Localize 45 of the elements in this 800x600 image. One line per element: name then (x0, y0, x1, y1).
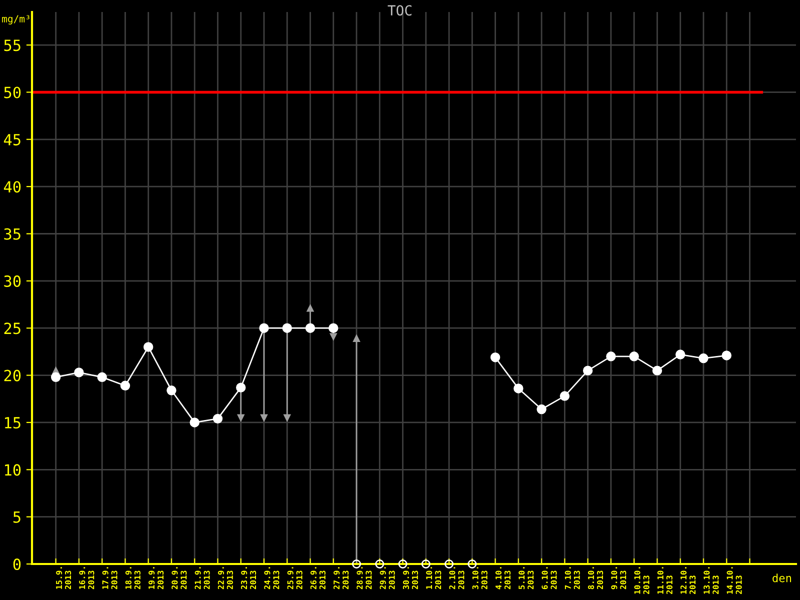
x-tick-label: 24.9. 2013 (264, 567, 280, 590)
x-axis-title: den (772, 574, 792, 582)
x-tick-label: 15.9. 2013 (56, 567, 72, 590)
x-tick-label: 20.9. 2013 (172, 567, 187, 590)
y-tick-label: 15 (5, 417, 20, 429)
x-tick-label: 27.9. 2013 (334, 567, 349, 590)
chart-title: TOC (388, 5, 412, 16)
y-tick-label: 55 (4, 40, 20, 52)
x-tick-label: 11.10. 2013 (657, 567, 672, 594)
y-tick-label: 10 (5, 464, 21, 476)
x-tick-label: 23.9. 2013 (241, 567, 256, 590)
x-tick-label: 4.10. 2013 (495, 567, 511, 590)
y-tick-label: 35 (4, 228, 20, 240)
y-tick-label: 50 (4, 86, 21, 98)
y-tick-label: 30 (4, 275, 21, 287)
x-tick-label: 18.9. 2013 (125, 567, 140, 590)
x-tick-label: 21.9. 2013 (194, 567, 210, 590)
x-tick-label: 22.9. 2013 (218, 567, 233, 590)
x-tick-label: 12.10. 2013 (680, 567, 696, 594)
x-tick-label: 16.9. 2013 (79, 567, 94, 590)
y-tick-label: 5 (13, 512, 20, 523)
x-tick-label: 14.10. 2013 (726, 567, 742, 594)
x-tick-label: 6.10. 2013 (542, 567, 557, 590)
y-axis-title: mg/m³ (2, 15, 30, 24)
x-tick-label: 13.10. 2013 (704, 567, 719, 594)
x-tick-label: 30.9. 2013 (402, 567, 418, 590)
x-tick-label: 7.10. 2013 (564, 567, 580, 590)
x-tick-label: 19.9. 2013 (148, 567, 164, 590)
x-tick-label: 10.10. 2013 (634, 567, 650, 594)
y-tick-label: 45 (4, 134, 20, 146)
y-tick-label: 25 (4, 322, 20, 334)
x-tick-label: 17.9. 2013 (102, 567, 118, 590)
x-tick-label: 2.10. 2013 (449, 567, 464, 590)
x-tick-label: 5.10. 2013 (518, 567, 534, 590)
y-tick-label: 40 (4, 181, 21, 193)
x-tick-label: 3.10. 2013 (472, 567, 488, 590)
x-tick-label: 26.9. 2013 (310, 567, 326, 590)
x-tick-label: 28.9. 2013 (356, 567, 372, 590)
x-tick-label: 25.9. 2013 (287, 567, 302, 590)
y-tick-label: 20 (4, 370, 21, 382)
x-tick-label: 29.9. 2013 (380, 567, 395, 590)
y-tick-label: 0 (13, 558, 21, 570)
x-tick-label: 9.10. 2013 (611, 567, 626, 590)
x-tick-label: 8.10. 2013 (588, 567, 604, 590)
x-tick-label: 1.10. 2013 (426, 567, 442, 590)
